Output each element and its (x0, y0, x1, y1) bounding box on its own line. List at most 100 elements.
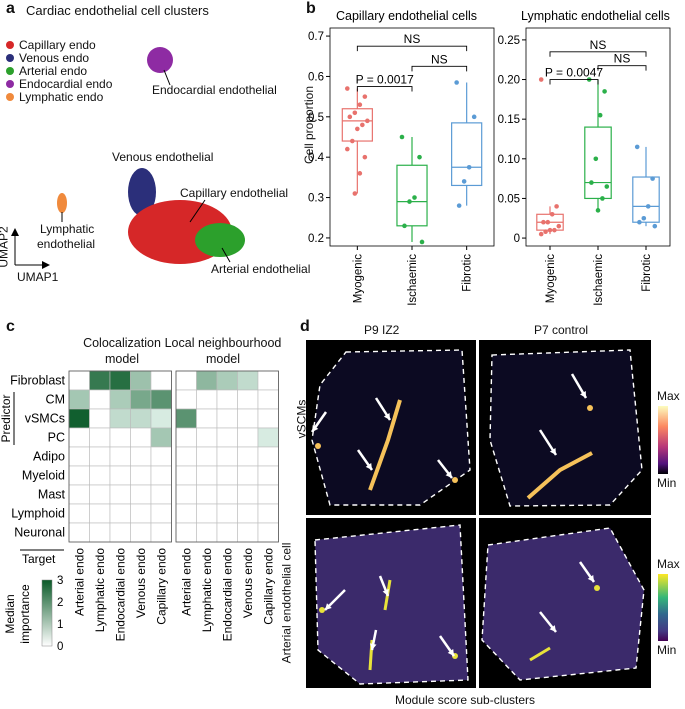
significance-label: NS (431, 52, 448, 66)
y-tick-label: 0.2 (308, 233, 324, 245)
heatmap-col-label: Lymphatic endo (93, 548, 107, 633)
heatmap-row-label: Fibroblast (10, 374, 65, 388)
arrow-head-icon (580, 391, 586, 398)
umap-cluster-arterial (195, 223, 245, 257)
data-point (352, 110, 358, 116)
data-point (645, 204, 651, 209)
box-body (396, 164, 428, 227)
y-tick-label: 0.3 (308, 193, 324, 205)
arrow-head-icon (587, 575, 594, 582)
x-tick-label: Fibrotic (641, 254, 653, 292)
heatmap-col-label: Venous endo (241, 548, 255, 618)
data-point (352, 191, 358, 196)
heatmap-col-label: Arterial endo (72, 548, 86, 616)
heatmap-row-label: Adipo (33, 450, 65, 464)
hotspot (319, 607, 325, 613)
legend-label: Venous endo (19, 50, 90, 65)
hotspot (452, 477, 458, 483)
box-body (451, 122, 483, 187)
umap-cluster-lymphatic (57, 193, 67, 213)
heatmap-col-label: Endocardial endo (220, 548, 234, 642)
hotspot-streak (529, 646, 551, 662)
model-title-local: Local neighbourhood model (164, 336, 282, 366)
data-point (549, 211, 555, 217)
arrow-head-icon (369, 643, 377, 650)
box-plots: Capillary endothelial cells 0.2 0.3 0.4 0.5 0… (308, 9, 671, 306)
significance-bracket (356, 45, 468, 52)
data-point (402, 223, 407, 229)
x-tick-label: Myogenic (545, 254, 557, 303)
heatmap-row-label: Myeloid (22, 469, 65, 483)
umap-axis-x-arrow (42, 261, 50, 269)
tissue-area (482, 528, 644, 680)
heatmap-row-label: vSMCs (25, 412, 65, 426)
heatmap-col-label: Endocardial endo (113, 548, 127, 642)
colorbar-2-max: Max (657, 557, 680, 571)
panel-a-legend: Capillary endo Venous endo Arterial endo En… (6, 37, 112, 104)
umap-axis-x-label: UMAP1 (17, 270, 59, 284)
arrow-head-icon (549, 625, 556, 632)
data-point (345, 86, 350, 91)
data-point (543, 229, 548, 235)
heatmap-row-label: Mast (38, 488, 66, 502)
legend-dot (6, 53, 14, 62)
data-point (355, 126, 360, 132)
x-tick-label: Ischaemic (407, 254, 419, 306)
y-tick-label: 0.4 (308, 152, 325, 164)
data-point (538, 77, 544, 82)
significance-label: P = 0.0047 (545, 66, 603, 80)
data-point (600, 196, 605, 201)
arrow-head-icon (312, 425, 319, 432)
umap-pointer-capillary (189, 199, 206, 223)
heatmap-frame (68, 370, 172, 543)
panel-a-title: Cardiac endothelial cell clusters (26, 3, 209, 18)
data-point (637, 219, 642, 225)
boxplot-title: Lymphatic endothelial cells (521, 9, 670, 23)
heatmap-col-label: Arterial endo (179, 548, 193, 616)
data-point (456, 203, 462, 208)
legend-label: Capillary endo (19, 37, 96, 52)
arrow-head-icon (549, 448, 556, 455)
data-point (357, 102, 363, 108)
hotspot (594, 585, 600, 591)
legend-dot (6, 92, 14, 101)
hotspot (315, 443, 321, 449)
predictor-label: Predictor (0, 394, 13, 442)
data-point (461, 179, 467, 184)
heatmap-row-label: PC (48, 431, 65, 445)
data-point (593, 156, 599, 162)
data-point (417, 154, 422, 160)
legend-dot (6, 40, 14, 49)
data-point (357, 171, 363, 176)
data-point (541, 219, 546, 225)
y-tick-label: 0 (514, 233, 520, 245)
tissue-outline (489, 349, 643, 507)
panel-d-letter: d (300, 318, 310, 335)
legend-item: Lymphatic endo (6, 90, 112, 104)
y-tick-label: 0.15 (498, 114, 520, 126)
data-point (641, 215, 647, 221)
heatmap-col-label: Venous endo (134, 548, 148, 618)
hotspot-streak (526, 451, 593, 500)
tissue-area (490, 350, 642, 506)
data-point (412, 195, 417, 200)
spatial-xlabel: Module score sub-clusters (395, 693, 536, 707)
significance-bracket (549, 79, 599, 85)
data-point (650, 176, 655, 181)
heatmap-frame (175, 370, 279, 543)
legend-item: Arterial endo (6, 64, 112, 78)
y-tick-label: 0.10 (498, 154, 520, 166)
heatmap-row-label: CM (46, 393, 65, 407)
tissue-outline (314, 524, 469, 685)
data-point (454, 80, 459, 85)
legend-item: Capillary endo (6, 37, 112, 52)
data-point (604, 184, 610, 189)
legend-item: Venous endo (6, 50, 112, 65)
box-body (584, 126, 612, 200)
colorbar-title: importance (18, 584, 32, 644)
arrow-head-icon (445, 471, 452, 478)
data-point (552, 227, 557, 233)
heatmap-row-label: Neuronal (14, 526, 65, 540)
legend-dot (6, 66, 14, 75)
data-point (360, 122, 365, 128)
